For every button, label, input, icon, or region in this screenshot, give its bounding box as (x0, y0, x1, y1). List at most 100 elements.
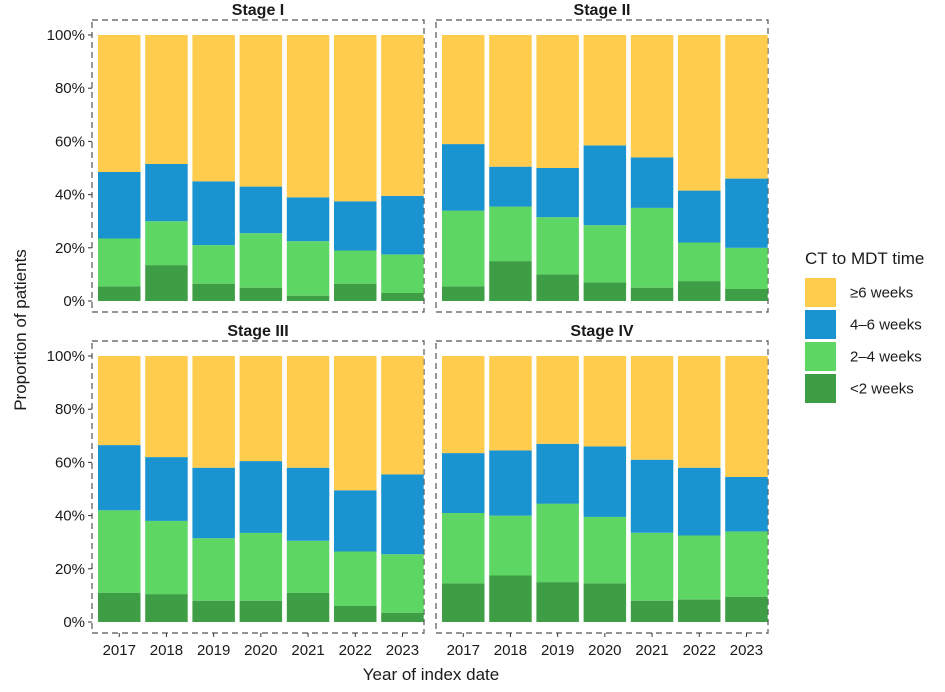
panel-frame (91, 340, 425, 634)
bar-segment-2-4-weeks-2019 (536, 503, 579, 583)
bar-segment-4-6-weeks-2022 (678, 190, 721, 243)
bar-segment-ge-6-weeks-2021 (630, 356, 674, 460)
x-tick-label: 2023 (730, 642, 763, 659)
bar-segment-lt-2-weeks-2018 (145, 265, 188, 301)
bar-segment-4-6-weeks-2019 (192, 181, 235, 246)
legend-label: 4–6 weeks (850, 317, 922, 334)
x-tick-label: 2017 (447, 642, 480, 659)
bar-segment-4-6-weeks-2023 (725, 178, 768, 248)
bar-segment-ge-6-weeks-2018 (145, 356, 188, 458)
bar-segment-lt-2-weeks-2023 (381, 612, 424, 622)
bar-segment-4-6-weeks-2017 (442, 144, 485, 211)
bar-segment-2-4-weeks-2017 (442, 210, 485, 287)
bar-segment-2-4-weeks-2021 (630, 207, 674, 288)
panel-frame (91, 19, 425, 313)
bar-segment-2-4-weeks-2021 (286, 540, 330, 593)
legend-entries: ≥6 weeks 4–6 weeks 2–4 weeks <2 weeks (805, 278, 922, 403)
y-tick-label: 80% (55, 80, 85, 97)
y-tick-label: 40% (55, 187, 85, 204)
bar-segment-2-4-weeks-2021 (630, 532, 674, 601)
bar-segment-lt-2-weeks-2021 (286, 295, 330, 301)
bar-segment-4-6-weeks-2019 (536, 443, 579, 504)
bar-segment-lt-2-weeks-2020 (583, 583, 627, 622)
panel-stage-i: Stage I 0% 20% 40% 60% 80% 100% (47, 2, 425, 313)
x-tick-label: 2020 (244, 642, 277, 659)
legend-item-lt-2-weeks: <2 weeks (805, 374, 914, 403)
x-tick-label: 2023 (386, 642, 419, 659)
y-tick-label: 20% (55, 561, 85, 578)
legend-label: ≥6 weeks (850, 285, 913, 302)
bar-segment-2-4-weeks-2018 (145, 520, 188, 595)
bar-segment-4-6-weeks-2023 (381, 474, 424, 555)
bar-segment-4-6-weeks-2023 (725, 477, 768, 532)
bar-segment-lt-2-weeks-2019 (192, 283, 235, 301)
bar-segment-ge-6-weeks-2021 (630, 35, 674, 158)
bar-segment-lt-2-weeks-2019 (192, 600, 235, 622)
bar-segment-4-6-weeks-2018 (489, 166, 532, 207)
bar-segment-ge-6-weeks-2017 (442, 356, 485, 454)
panel-frame (435, 19, 769, 313)
bar-segment-4-6-weeks-2020 (239, 186, 283, 234)
bar-segment-ge-6-weeks-2019 (536, 356, 579, 444)
bar-segment-4-6-weeks-2021 (630, 157, 674, 208)
bar-segment-lt-2-weeks-2022 (678, 281, 721, 301)
bar-segment-4-6-weeks-2021 (286, 197, 330, 242)
panel-title: Stage I (232, 2, 284, 19)
y-tick-label: 60% (55, 454, 85, 471)
panel-title: Stage III (227, 323, 288, 340)
bar-segment-4-6-weeks-2017 (98, 445, 141, 511)
bar-segment-ge-6-weeks-2022 (678, 35, 721, 191)
bar-segment-ge-6-weeks-2021 (286, 35, 330, 198)
y-axis-title: Proportion of patients (11, 249, 30, 411)
legend-item-2-4-weeks: 2–4 weeks (805, 342, 922, 371)
bar-segment-2-4-weeks-2017 (442, 512, 485, 584)
bar-segment-4-6-weeks-2018 (489, 450, 532, 516)
bar-segment-lt-2-weeks-2018 (489, 261, 532, 301)
bar-segment-2-4-weeks-2019 (192, 245, 235, 284)
bar-segment-4-6-weeks-2017 (442, 453, 485, 513)
x-tick-label: 2022 (339, 642, 372, 659)
y-tick-label: 40% (55, 508, 85, 525)
y-tick-label: 80% (55, 401, 85, 418)
bar-segment-2-4-weeks-2017 (98, 510, 141, 593)
panel-frame (435, 340, 769, 634)
legend-swatch (805, 278, 836, 307)
bar-segment-4-6-weeks-2022 (334, 490, 377, 552)
x-axis-title: Year of index date (363, 665, 499, 684)
x-tick-label: 2020 (588, 642, 621, 659)
bar-segment-ge-6-weeks-2022 (334, 356, 377, 491)
x-tick-label: 2022 (683, 642, 716, 659)
y-tick-label: 20% (55, 240, 85, 257)
bar-segment-4-6-weeks-2023 (381, 195, 424, 255)
bar-segment-lt-2-weeks-2022 (334, 606, 377, 622)
bar-segment-4-6-weeks-2021 (630, 459, 674, 533)
bar-segment-4-6-weeks-2022 (334, 201, 377, 251)
bar-segment-4-6-weeks-2019 (192, 467, 235, 539)
x-tick-label: 2019 (197, 642, 230, 659)
bar-segment-lt-2-weeks-2022 (678, 599, 721, 622)
bar-segment-lt-2-weeks-2017 (98, 592, 141, 622)
bar-segment-lt-2-weeks-2022 (334, 283, 377, 301)
bar-segment-lt-2-weeks-2023 (725, 289, 768, 301)
bar-segment-2-4-weeks-2023 (725, 531, 768, 597)
bar-segment-2-4-weeks-2020 (239, 532, 283, 601)
bar-segment-2-4-weeks-2018 (145, 221, 188, 266)
bar-segment-lt-2-weeks-2020 (239, 287, 283, 301)
legend-swatch (805, 374, 836, 403)
bar-segment-ge-6-weeks-2018 (489, 356, 532, 451)
panel-stage-ii: Stage II (435, 2, 769, 313)
bar-segment-ge-6-weeks-2022 (334, 35, 377, 202)
bar-segment-2-4-weeks-2017 (98, 238, 141, 287)
bar-segment-ge-6-weeks-2019 (192, 356, 235, 468)
bar-segment-ge-6-weeks-2017 (98, 356, 141, 446)
bar-segment-2-4-weeks-2019 (192, 538, 235, 601)
bar-segment-4-6-weeks-2017 (98, 172, 141, 239)
bar-segment-4-6-weeks-2022 (678, 467, 721, 536)
bar-segment-2-4-weeks-2022 (334, 250, 377, 284)
legend-swatch (805, 342, 836, 371)
bar-segment-ge-6-weeks-2018 (489, 35, 532, 167)
bar-segment-ge-6-weeks-2018 (145, 35, 188, 164)
bar-segment-lt-2-weeks-2017 (442, 286, 485, 301)
bar-segment-ge-6-weeks-2022 (678, 356, 721, 468)
